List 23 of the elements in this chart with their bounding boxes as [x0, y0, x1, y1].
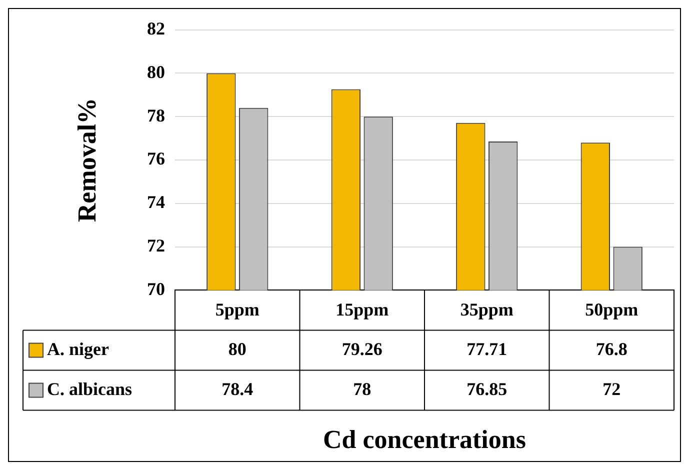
y-tick-label: 80 [147, 62, 165, 82]
x-axis-title: Cd concentrations [323, 425, 526, 454]
y-axis-title: Removal% [72, 98, 102, 222]
legend-label: A. niger [47, 338, 109, 359]
data-label: 72 [602, 378, 621, 399]
x-tick-label: 35ppm [460, 300, 514, 320]
y-tick-label: 78 [147, 105, 165, 126]
x-tick-label: 5ppm [215, 300, 260, 320]
data-label: 76.8 [596, 338, 628, 359]
y-tick-label: 72 [147, 235, 165, 256]
data-label: 78.4 [222, 378, 254, 399]
y-tick-label: 70 [147, 278, 165, 299]
data-label: 79.26 [342, 338, 382, 359]
x-tick-label: 15ppm [336, 300, 389, 320]
data-label: 76.85 [466, 378, 508, 399]
y-tick-label: 82 [147, 18, 165, 38]
data-label: 78 [353, 378, 372, 399]
y-tick-label: 74 [147, 192, 165, 212]
x-tick-label: 50ppm [585, 300, 638, 320]
data-label: 77.71 [466, 338, 508, 359]
y-tick-label: 76 [147, 148, 165, 169]
data-label: 80 [228, 338, 246, 359]
legend-label: C. albicans [47, 378, 132, 399]
